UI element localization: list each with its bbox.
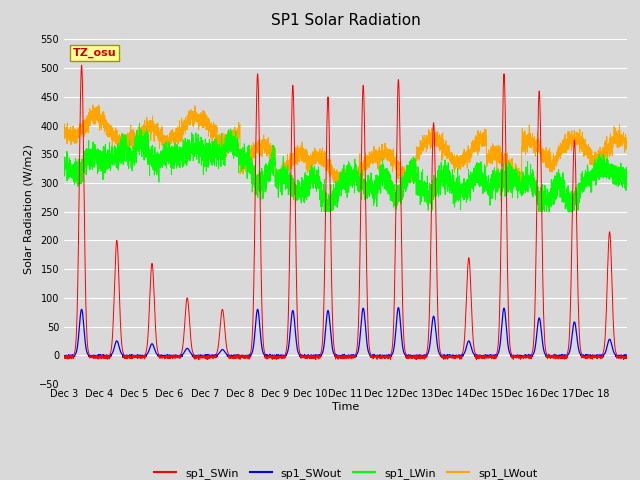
Title: SP1 Solar Radiation: SP1 Solar Radiation [271,13,420,28]
Legend: sp1_SWin, sp1_SWout, sp1_LWin, sp1_LWout: sp1_SWin, sp1_SWout, sp1_LWin, sp1_LWout [150,464,541,480]
X-axis label: Time: Time [332,402,359,412]
Text: TZ_osu: TZ_osu [72,48,116,58]
Y-axis label: Solar Radiation (W/m2): Solar Radiation (W/m2) [23,144,33,274]
